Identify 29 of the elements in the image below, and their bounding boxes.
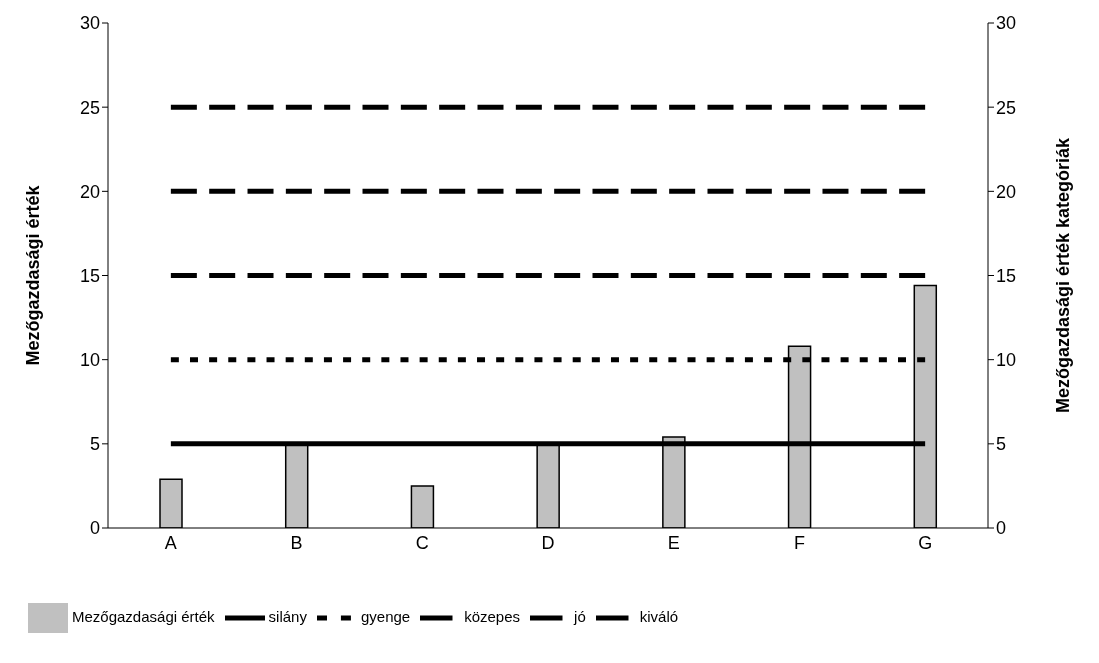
x-tick-label: E bbox=[667, 532, 680, 553]
y2-tick-label: 5 bbox=[996, 434, 1007, 455]
y-tick-label: 30 bbox=[79, 13, 100, 34]
x-tick-label: B bbox=[290, 532, 303, 553]
x-tick-label: F bbox=[793, 532, 805, 553]
y2-tick-label: 0 bbox=[996, 518, 1007, 539]
y-tick-label: 10 bbox=[79, 350, 100, 371]
y-tick-label: 5 bbox=[89, 434, 100, 455]
x-tick-label: A bbox=[164, 532, 177, 553]
y2-tick-label: 10 bbox=[996, 350, 1017, 371]
legend-label: jó bbox=[574, 607, 586, 625]
legend-label: silány bbox=[268, 607, 307, 625]
y-axis-title: Mezőgazdasági érték bbox=[23, 184, 44, 366]
y2-tick-label: 30 bbox=[996, 13, 1017, 34]
legend-label: közepes bbox=[464, 607, 521, 625]
legend-label: Mezőgazdasági érték bbox=[72, 607, 215, 625]
y2-axis-title: Mezőgazdasági érték kategóriák bbox=[1053, 136, 1074, 414]
y-tick-label: 25 bbox=[79, 97, 100, 118]
y2-tick-label: 20 bbox=[996, 181, 1017, 202]
y2-tick-label: 25 bbox=[996, 97, 1017, 118]
y2-tick-label: 15 bbox=[996, 265, 1017, 286]
x-tick-label: C bbox=[415, 532, 429, 553]
y-tick-label: 20 bbox=[79, 181, 100, 202]
y-tick-label: 15 bbox=[79, 265, 100, 286]
x-tick-label: D bbox=[541, 532, 555, 553]
y-tick-label: 0 bbox=[89, 518, 100, 539]
legend-label: gyenge bbox=[360, 607, 411, 625]
x-tick-label: G bbox=[918, 532, 933, 553]
legend-label: kiváló bbox=[639, 607, 679, 625]
